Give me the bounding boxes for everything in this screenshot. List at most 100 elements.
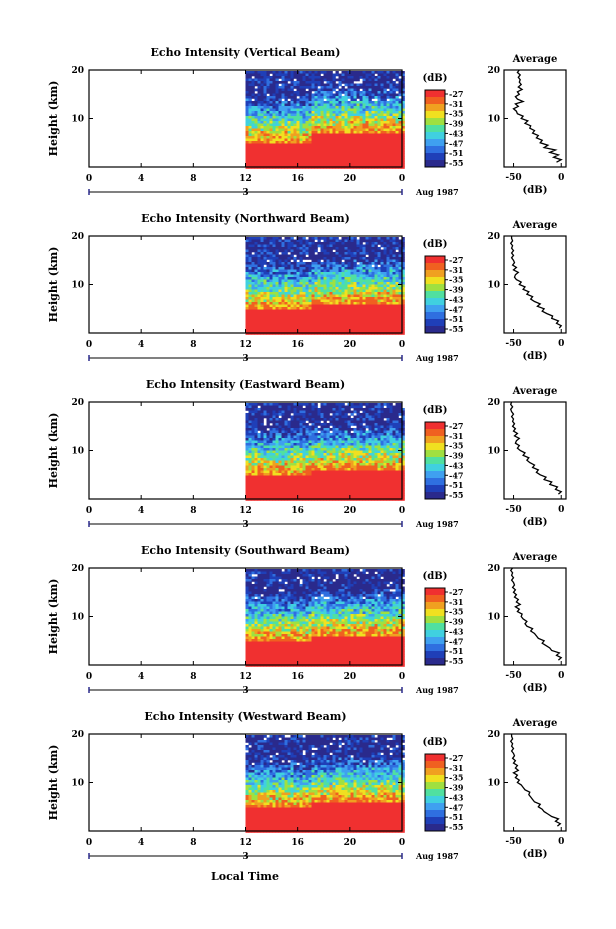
- heatmap-cell: [254, 274, 258, 278]
- heatmap-cell: [323, 329, 327, 333]
- heatmap-cell: [332, 254, 336, 258]
- heatmap-cell: [332, 93, 336, 97]
- heatmap-cell: [320, 267, 324, 270]
- heatmap-cell: [347, 314, 351, 318]
- heatmap-cell: [269, 121, 273, 124]
- heatmap-cell: [365, 242, 369, 245]
- heatmap-cell: [302, 292, 306, 295]
- heatmap-cell: [245, 297, 249, 300]
- heatmap-cell: [341, 314, 345, 318]
- heatmap-cell: [401, 78, 405, 82]
- heatmap-cell: [350, 299, 354, 303]
- heatmap-cell: [254, 128, 258, 132]
- heatmap-cell: [284, 239, 288, 243]
- heatmap-cell: [320, 116, 324, 119]
- heatmap-cell: [272, 128, 276, 132]
- heatmap-cell: [380, 420, 384, 424]
- heatmap-cell: [290, 73, 294, 77]
- heatmap-cell: [290, 324, 294, 328]
- heatmap-cell: [299, 252, 303, 255]
- heatmap-cell: [245, 312, 249, 315]
- heatmap-cell: [266, 108, 270, 112]
- heatmap-cell: [311, 324, 315, 328]
- heatmap-cell: [320, 405, 324, 409]
- heatmap-cell: [281, 430, 285, 434]
- heatmap-cell: [275, 309, 279, 313]
- heatmap-cell: [347, 302, 351, 305]
- heatmap-cell: [329, 101, 333, 104]
- heatmap-cell: [287, 83, 291, 87]
- heatmap-cell: [323, 131, 327, 134]
- heatmap-cell: [374, 81, 378, 84]
- heatmap-cell: [344, 116, 348, 119]
- heatmap-cell: [311, 307, 315, 310]
- heatmap-cell: [326, 294, 330, 298]
- heatmap-cell: [302, 324, 306, 328]
- heatmap-cell: [341, 252, 345, 255]
- heatmap-cell: [320, 76, 324, 79]
- heatmap-cell: [344, 267, 348, 270]
- heatmap-cell: [275, 153, 279, 157]
- heatmap-cell: [323, 423, 327, 426]
- heatmap-cell: [269, 420, 273, 424]
- heatmap-cell: [254, 88, 258, 92]
- heatmap-cell: [281, 121, 285, 124]
- heatmap-cell: [368, 123, 372, 127]
- heatmap-cell: [383, 98, 387, 102]
- heatmap-cell: [347, 116, 351, 119]
- heatmap-cell: [290, 126, 294, 129]
- heatmap-cell: [356, 126, 360, 129]
- heatmap-cell: [278, 113, 282, 117]
- heatmap-cell: [254, 425, 258, 429]
- heatmap-cell: [332, 438, 336, 441]
- heatmap-cell: [278, 133, 282, 137]
- heatmap-cell: [290, 292, 294, 295]
- heatmap-cell: [290, 116, 294, 119]
- heatmap-cell: [323, 274, 327, 278]
- heatmap-cell: [314, 126, 318, 129]
- heatmap-cell: [290, 106, 294, 109]
- heatmap-cell: [356, 113, 360, 117]
- heatmap-cell: [302, 91, 306, 94]
- heatmap-cell: [380, 239, 384, 243]
- heatmap-cell: [353, 106, 357, 109]
- heatmap-cell: [332, 76, 336, 79]
- heatmap-cell: [266, 111, 270, 114]
- heatmap-cell: [386, 86, 390, 89]
- heatmap-cell: [368, 319, 372, 323]
- heatmap-cell: [398, 156, 402, 159]
- heatmap-cell: [317, 267, 321, 270]
- heatmap-cell: [296, 143, 300, 147]
- heatmap-cell: [299, 88, 303, 92]
- heatmap-cell: [395, 304, 399, 308]
- heatmap-cell: [281, 156, 285, 159]
- heatmap-cell: [380, 143, 384, 147]
- heatmap-cell: [281, 88, 285, 92]
- heatmap-cell: [389, 430, 393, 434]
- heatmap-cell: [245, 254, 249, 258]
- heatmap-cell: [248, 418, 252, 421]
- heatmap-cell: [353, 287, 357, 290]
- heatmap-cell: [386, 113, 390, 117]
- heatmap-cell: [386, 319, 390, 323]
- heatmap-cell: [314, 289, 318, 293]
- heatmap-cell: [284, 282, 288, 285]
- heatmap-cell: [260, 254, 264, 258]
- heatmap-cell: [398, 103, 402, 107]
- heatmap-cell: [248, 292, 252, 295]
- heatmap-cell: [389, 73, 393, 77]
- heatmap-cell: [371, 435, 375, 439]
- heatmap-cell: [284, 98, 288, 102]
- heatmap-cell: [287, 113, 291, 117]
- heatmap-cell: [347, 418, 351, 421]
- heatmap-cell: [341, 267, 345, 270]
- heatmap-cell: [317, 123, 321, 127]
- heatmap-cell: [266, 267, 270, 270]
- heatmap-cell: [374, 121, 378, 124]
- heatmap-cell: [380, 244, 384, 248]
- heatmap-cell: [323, 418, 327, 421]
- heatmap-cell: [302, 274, 306, 278]
- heatmap-cell: [254, 277, 258, 280]
- heatmap-cell: [377, 113, 381, 117]
- heatmap-cell: [248, 86, 252, 89]
